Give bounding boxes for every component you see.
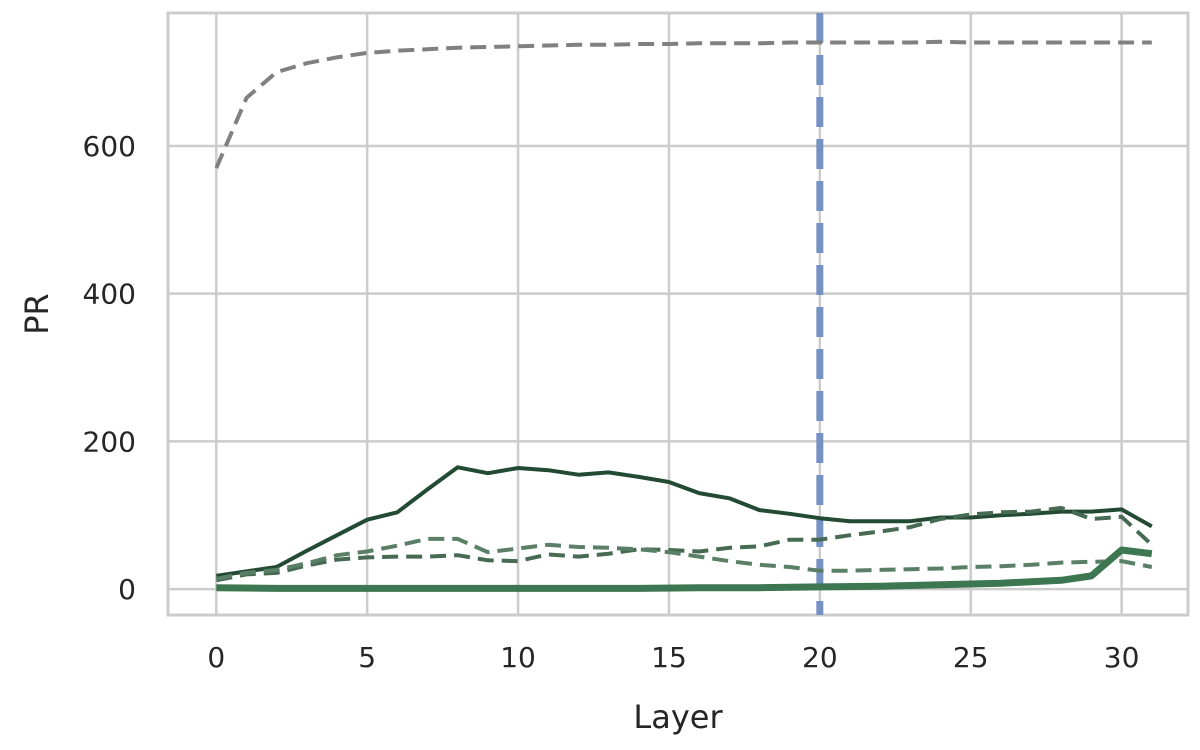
y-tick-label: 200 (83, 425, 136, 458)
x-tick-label: 30 (1104, 641, 1140, 674)
y-axis-label: PR (18, 293, 56, 335)
x-axis-label: Layer (633, 698, 723, 736)
x-tick-label: 25 (953, 641, 989, 674)
series-line-3 (215, 505, 1154, 583)
x-tick-label: 15 (651, 641, 687, 674)
series-line-4 (215, 536, 1153, 581)
x-tick-label: 5 (358, 641, 376, 674)
series-line-5 (216, 546, 1153, 592)
x-tick-label: 0 (207, 641, 225, 674)
y-tick-label: 600 (83, 130, 136, 163)
y-tick-label: 0 (118, 573, 136, 606)
series-layer (214, 39, 1154, 592)
tick-labels: 0 5 10 15 20 25 30 0 200 400 600 (83, 130, 1140, 674)
x-tick-label: 10 (500, 641, 536, 674)
series-line-2 (216, 465, 1153, 578)
y-tick-label: 400 (83, 278, 136, 311)
x-tick-label: 20 (802, 641, 838, 674)
plot-frame (166, 11, 1190, 617)
